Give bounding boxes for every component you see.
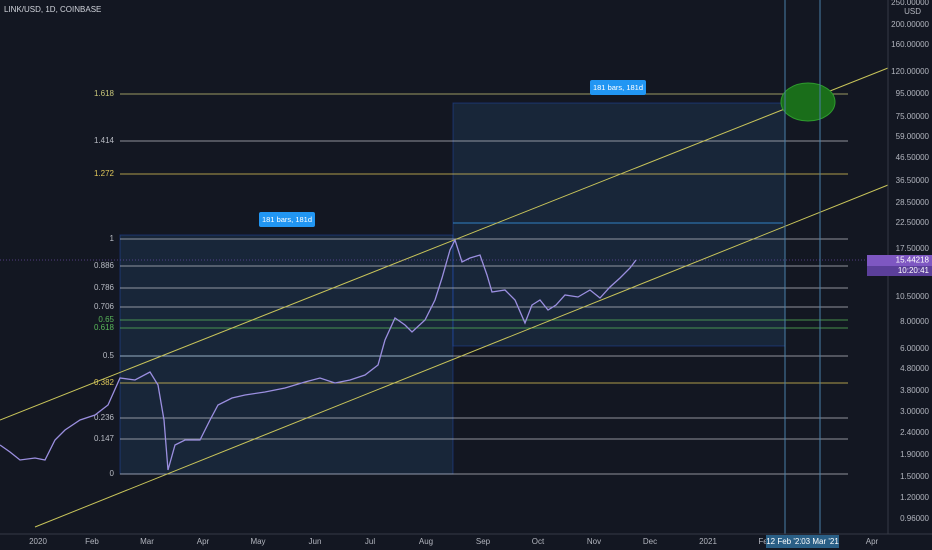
price-tick-label: 4.80000	[900, 364, 929, 373]
time-marker-bg	[766, 535, 804, 548]
time-tick-label: Jun	[309, 537, 322, 546]
time-marker: 03 Mar '21	[801, 537, 839, 546]
channel-line[interactable]	[0, 67, 889, 421]
price-tick-label: 2.40000	[900, 428, 929, 437]
fib-label: 0.65	[98, 315, 114, 324]
current-price-tag	[867, 255, 932, 266]
price-tick-label: 1.90000	[900, 450, 929, 459]
price-tick-label: 3.00000	[900, 407, 929, 416]
price-tick-label: 1.50000	[900, 472, 929, 481]
fib-label: 1.272	[94, 169, 115, 178]
fib-label: 0.382	[94, 378, 115, 387]
price-trace	[0, 238, 637, 471]
range-label-bg	[259, 212, 315, 227]
symbol-title: LINK/USD, 1D, COINBASE	[4, 5, 101, 14]
fib-label: 1	[110, 234, 115, 243]
time-tick-label: May	[250, 537, 265, 546]
time-tick-label: Jul	[365, 537, 375, 546]
currency-label: USD	[904, 7, 921, 16]
range-box[interactable]	[119, 234, 454, 475]
fib-label: 1.618	[94, 89, 115, 98]
fib-label: 0.147	[94, 434, 115, 443]
price-tick-label: 160.00000	[891, 40, 929, 49]
price-tick-label: 22.50000	[896, 218, 930, 227]
channel-line[interactable]	[34, 184, 889, 528]
countdown-tag	[867, 266, 932, 276]
current-price: 15.44218	[896, 256, 930, 265]
price-tick-label: 120.00000	[891, 67, 929, 76]
price-tick-label: 1.20000	[900, 493, 929, 502]
time-marker-bg	[801, 535, 839, 548]
range-label-bg	[590, 80, 646, 95]
time-tick-label: Mar	[140, 537, 154, 546]
time-tick-label: Nov	[587, 537, 601, 546]
fib-label: 1.414	[94, 136, 115, 145]
price-tick-label: 46.50000	[896, 153, 930, 162]
time-tick-label: Aug	[419, 537, 433, 546]
price-tick-label: 250.00000	[891, 0, 929, 7]
price-tick-label: 3.80000	[900, 386, 929, 395]
highlight-ellipse[interactable]	[780, 82, 836, 122]
time-tick-label: Apr	[866, 537, 879, 546]
price-tick-label: 28.50000	[896, 198, 930, 207]
fib-label: 0.236	[94, 413, 115, 422]
price-tick-label: 36.50000	[896, 176, 930, 185]
time-tick-label: Dec	[643, 537, 657, 546]
fib-label: 0.706	[94, 302, 115, 311]
countdown: 10:20:41	[898, 266, 930, 275]
price-tick-label: 95.00000	[896, 89, 930, 98]
fib-label: 0.618	[94, 323, 115, 332]
time-marker: 12 Feb '21	[766, 537, 804, 546]
time-tick-label: Fe	[758, 537, 768, 546]
time-tick-label: Feb	[85, 537, 99, 546]
price-tick-label: 8.00000	[900, 317, 929, 326]
price-tick-label: 17.50000	[896, 244, 930, 253]
range-box[interactable]	[452, 102, 786, 347]
price-tick-label: 200.00000	[891, 20, 929, 29]
fib-label: 0.886	[94, 261, 115, 270]
price-tick-label: 75.00000	[896, 112, 930, 121]
fib-label: 0.5	[103, 351, 115, 360]
price-tick-label: 6.00000	[900, 344, 929, 353]
range-label: 181 bars, 181d	[262, 215, 312, 224]
price-tick-label: 0.96000	[900, 514, 929, 523]
fib-label: 0	[110, 469, 115, 478]
time-tick-label: 2020	[29, 537, 47, 546]
range-label: 181 bars, 181d	[593, 83, 643, 92]
time-tick-label: Apr	[197, 537, 210, 546]
time-tick-label: Sep	[476, 537, 491, 546]
price-tick-label: 10.50000	[896, 292, 930, 301]
time-tick-label: Oct	[532, 537, 545, 546]
fib-label: 0.786	[94, 283, 115, 292]
time-tick-label: 2021	[699, 537, 717, 546]
price-tick-label: 59.00000	[896, 132, 930, 141]
